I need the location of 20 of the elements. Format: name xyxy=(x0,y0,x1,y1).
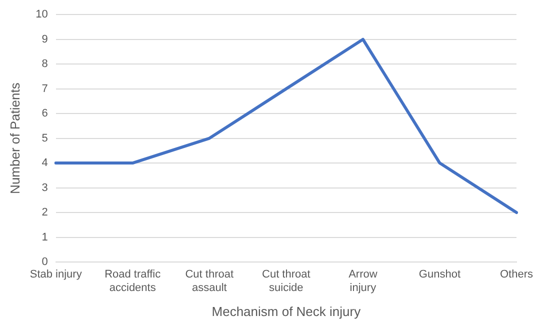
x-axis-title: Mechanism of Neck injury xyxy=(212,304,362,319)
y-tick-label: 1 xyxy=(42,231,48,244)
x-tick-label: Stab injury xyxy=(30,268,82,281)
y-axis-title: Number of Patients xyxy=(7,82,22,194)
y-tick-label: 7 xyxy=(42,82,48,95)
y-tick-label: 2 xyxy=(42,206,48,219)
x-tick-label: Gunshot xyxy=(418,268,461,281)
y-tick-label: 10 xyxy=(36,8,48,21)
x-tick-label: Others xyxy=(500,268,534,281)
x-tick-label: Arrow injury xyxy=(348,268,378,294)
y-tick-label: 9 xyxy=(42,33,48,46)
y-tick-label: 4 xyxy=(42,157,48,170)
y-tick-label: 5 xyxy=(42,132,48,144)
x-tick-label: Road traffic accidents xyxy=(104,268,162,294)
x-tick-label: Cut throat suicide xyxy=(262,268,310,294)
y-tick-label: 8 xyxy=(42,58,48,70)
y-tick-label: 0 xyxy=(42,256,48,268)
x-tick-label: Cut throat assault xyxy=(185,268,234,294)
y-tick-label: 6 xyxy=(42,108,48,120)
y-tick-label: 3 xyxy=(42,182,48,194)
